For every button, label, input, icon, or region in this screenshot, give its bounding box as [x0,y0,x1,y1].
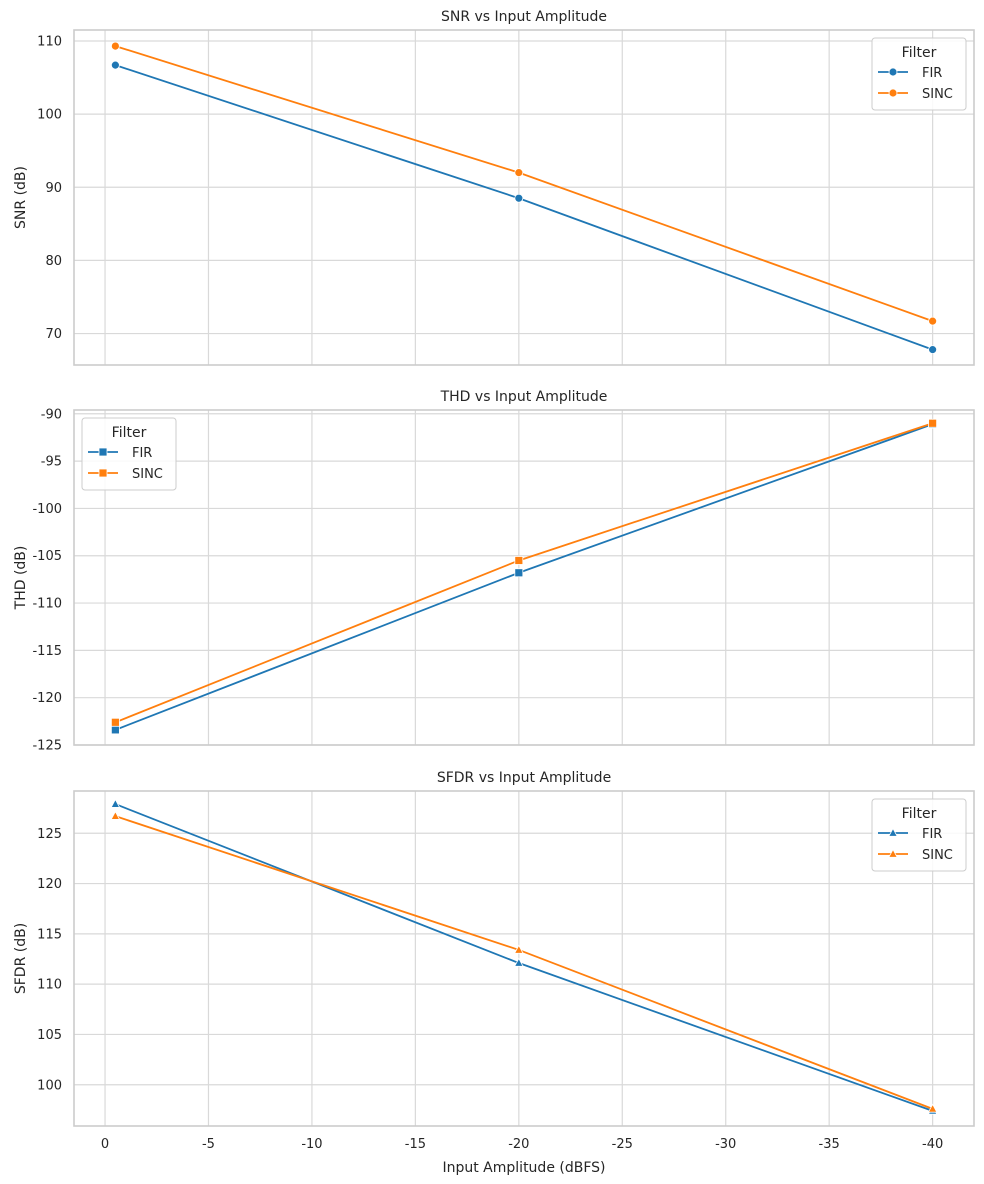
thd-legend-sinc-label: SINC [132,467,163,482]
thd-chart-title: THD vs Input Amplitude [440,389,608,405]
snr-panel: 70 80 90 100 110 SNR vs Input Amplitude SNR (d… [13,9,975,366]
sfdr-x-axis-label: Input Amplitude (dBFS) [442,1160,605,1176]
snr-y-tick-label: 110 [37,34,62,49]
sfdr-x-tick-label: -35 [819,1137,840,1152]
sfdr-y-tick-label: 100 [37,1078,62,1093]
sfdr-legend-fir-label: FIR [922,827,942,842]
thd-y-tick-label: -115 [32,644,62,659]
sfdr-x-tick-label: -40 [922,1137,943,1152]
thd-fir-point [514,568,524,578]
sfdr-legend-sinc-marker [888,848,898,858]
sfdr-fir-point [513,957,524,967]
sfdr-y-tick-label: 110 [37,978,62,993]
sfdr-fir-line [115,803,933,1112]
thd-legend: Filter FIR SINC [81,417,177,491]
thd-y-tick-label: -120 [32,691,62,706]
snr-fir-line [115,64,933,351]
snr-y-tick-label: 100 [37,108,62,123]
thd-axes-frame [73,409,975,746]
thd-legend-sinc-marker [98,468,108,478]
sfdr-y-tick-label: 120 [37,877,62,892]
snr-axes-frame [73,29,975,366]
thd-y-tick-label: -90 [41,407,62,422]
thd-legend-fir-marker [98,447,108,457]
thd-sinc-point [514,556,524,565]
snr-legend-fir-marker [888,67,898,77]
sfdr-legend-sinc-label: SINC [922,848,953,863]
snr-legend-fir-label: FIR [922,66,942,81]
snr-sinc-point [514,168,524,178]
thd-y-tick-label: -100 [32,502,62,517]
sfdr-chart-title: SFDR vs Input Amplitude [437,770,611,786]
snr-y-tick-label: 90 [45,181,62,196]
sfdr-y-tick-label: 115 [37,927,62,942]
thd-y-tick-label: -105 [32,549,62,564]
thd-legend-title: Filter [112,425,147,441]
thd-y-axis-label: THD (dB) [13,546,29,611]
thd-y-tick-label: -125 [32,739,62,754]
sfdr-panel: 100 105 110 115 120 125 0 -5 -10 -15 -20 -25 -30 -35 -… [13,770,975,1176]
thd-panel: -90 -95 -100 -105 -110 -115 -120 -125 THD vs Inp… [13,389,975,754]
thd-y-tick-label: -110 [32,597,62,612]
thd-fir-line [115,423,933,731]
sfdr-legend-title: Filter [902,806,937,822]
sfdr-y-tick-label: 125 [37,827,62,842]
thd-fir-point [110,725,120,735]
sfdr-x-tick-label: -15 [405,1137,426,1152]
sfdr-legend-box [871,798,967,872]
sfdr-x-tick-label: -30 [715,1137,736,1152]
sfdr-x-tick-label: -20 [508,1137,529,1152]
snr-fir-point [514,193,524,203]
sfdr-legend: Filter FIR SINC [871,798,967,872]
snr-sinc-point [110,41,120,51]
snr-fir-point [928,345,938,355]
sfdr-sinc-point [513,944,524,954]
snr-chart-title: SNR vs Input Amplitude [441,9,607,25]
sfdr-y-tick-label: 105 [37,1028,62,1043]
sfdr-x-tick-label: -10 [301,1137,322,1152]
snr-legend-sinc-marker [888,88,898,98]
sfdr-sinc-point [110,810,121,820]
snr-legend: Filter FIR SINC [871,37,967,111]
thd-sinc-point [928,418,938,428]
snr-legend-sinc-label: SINC [922,87,953,102]
snr-legend-title: Filter [902,45,937,61]
sfdr-sinc-line [115,815,933,1110]
thd-y-tick-label: -95 [41,455,62,470]
sfdr-legend-fir-marker [888,827,898,837]
thd-sinc-point [110,717,120,727]
snr-fir-point [110,60,120,70]
snr-y-tick-label: 70 [45,327,62,342]
snr-sinc-line [115,45,933,322]
thd-legend-fir-label: FIR [132,446,152,461]
sfdr-x-tick-label: -5 [202,1137,215,1152]
sfdr-x-tick-label: -25 [612,1137,633,1152]
snr-sinc-point [928,316,938,326]
sfdr-axes-frame [73,790,975,1127]
sfdr-sinc-point [927,1103,938,1113]
snr-y-axis-label: SNR (dB) [13,166,29,229]
snr-y-tick-label: 80 [45,254,62,269]
sfdr-fir-point [110,798,121,808]
sfdr-y-axis-label: SFDR (dB) [13,923,29,994]
sfdr-x-tick-label: 0 [101,1137,109,1152]
